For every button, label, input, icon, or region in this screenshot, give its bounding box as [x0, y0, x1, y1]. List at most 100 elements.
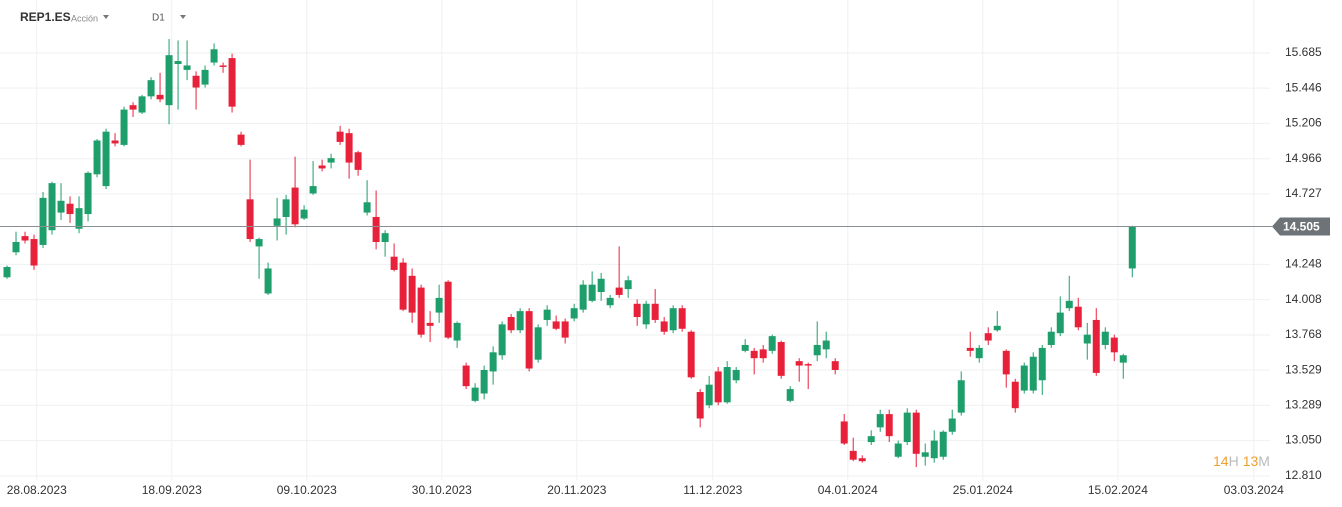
x-tick-label: 09.10.2023	[277, 483, 337, 497]
candle-body	[930, 440, 938, 459]
candle-body	[687, 331, 695, 378]
y-tick-label: 13.768	[1285, 327, 1322, 341]
y-tick-label: 14.248	[1285, 257, 1322, 271]
candle-body	[156, 94, 164, 100]
candle-body	[138, 96, 146, 113]
candle-body	[867, 436, 875, 443]
candle-body	[822, 340, 830, 350]
y-tick-label: 13.050	[1285, 433, 1322, 447]
candle-body	[174, 61, 182, 64]
candle-body	[417, 287, 425, 335]
candle-body	[876, 414, 884, 428]
candle-body	[381, 233, 389, 242]
candle-body	[219, 65, 227, 67]
candle-body	[12, 241, 20, 253]
candle-body	[183, 65, 191, 70]
candle-body	[849, 450, 857, 460]
candle-body	[309, 186, 317, 194]
candle-body	[948, 418, 956, 432]
candle-body	[1083, 334, 1091, 344]
candle-body	[624, 280, 632, 290]
candle-body	[345, 133, 353, 163]
candle-body	[147, 80, 155, 97]
candle-body	[1002, 350, 1010, 375]
candle-body	[750, 350, 758, 359]
candle-body	[471, 387, 479, 401]
candle-body	[426, 322, 434, 326]
candle-body	[1056, 312, 1064, 334]
candle-body	[570, 308, 578, 319]
candle-body	[858, 458, 866, 462]
candle-body	[714, 371, 722, 403]
candle-body	[984, 333, 992, 341]
candle-body	[255, 239, 263, 247]
candle-body	[102, 131, 110, 187]
candle-body	[246, 199, 254, 240]
x-tick-label: 03.03.2024	[1224, 483, 1284, 497]
candle-body	[165, 55, 173, 106]
candle-body	[696, 392, 704, 419]
candle-body	[282, 199, 290, 217]
candle-body	[507, 317, 515, 331]
candle-body	[615, 287, 623, 295]
candle-body	[885, 414, 893, 437]
last-price-label: 14.505	[1283, 220, 1320, 234]
candle-body	[534, 327, 542, 360]
candle-body	[516, 311, 524, 331]
candle-body	[642, 303, 650, 325]
candle-body	[372, 216, 380, 242]
candle-body	[975, 347, 983, 359]
countdown-part: 14	[1213, 453, 1229, 469]
candle-body	[84, 172, 92, 215]
candle-body	[705, 384, 713, 406]
candle-body	[48, 183, 56, 231]
countdown-part: M	[1258, 453, 1270, 469]
candle-body	[1119, 355, 1127, 363]
x-tick-label: 20.11.2023	[547, 483, 606, 497]
dropdown-arrow[interactable]	[103, 15, 109, 19]
candle-body	[894, 443, 902, 457]
candle-body	[525, 311, 533, 369]
candle-body	[1065, 300, 1073, 309]
candle-body	[444, 281, 452, 338]
candle-body	[921, 452, 929, 457]
candle-body	[273, 218, 281, 226]
candle-body	[291, 187, 299, 225]
y-tick-label: 12.810	[1285, 468, 1322, 482]
candle-body	[1029, 356, 1037, 391]
candle-body	[75, 208, 83, 229]
y-tick-label: 15.446	[1285, 80, 1322, 94]
plot-layer: 15.685 15.446 15.206 14.966 14.727 14.248 14.0…	[0, 0, 1330, 497]
candle-body	[741, 344, 749, 351]
candle-body	[21, 236, 29, 241]
candle-body	[129, 105, 137, 110]
candle-body	[633, 303, 641, 318]
candle-body	[1047, 331, 1055, 345]
candle-body	[903, 412, 911, 443]
candle-body	[264, 268, 272, 294]
candle-body	[597, 278, 605, 293]
x-tick-label: 04.01.2024	[818, 483, 878, 497]
candle-body	[453, 322, 461, 341]
candle-body	[966, 347, 974, 351]
y-tick-label: 14.008	[1285, 292, 1322, 306]
candle-body	[390, 256, 398, 270]
candle-body	[768, 336, 776, 351]
candle-body	[804, 364, 812, 366]
candle-body	[192, 75, 200, 88]
candle-body	[840, 421, 848, 444]
candle-body	[606, 297, 614, 306]
candle-body	[57, 200, 65, 213]
countdown-part: 13	[1243, 453, 1259, 469]
candle-body	[111, 140, 119, 144]
candle-body	[831, 361, 839, 370]
x-tick-label: 25.01.2024	[953, 483, 1013, 497]
symbol[interactable]: REP1.ES	[20, 10, 71, 24]
dropdown-arrow[interactable]	[180, 15, 186, 19]
candle-body	[237, 134, 245, 145]
candle-body	[1020, 365, 1028, 391]
x-tick-label: 28.08.2023	[7, 483, 67, 497]
candle-body	[912, 412, 920, 454]
timeframe[interactable]: D1	[152, 13, 165, 24]
